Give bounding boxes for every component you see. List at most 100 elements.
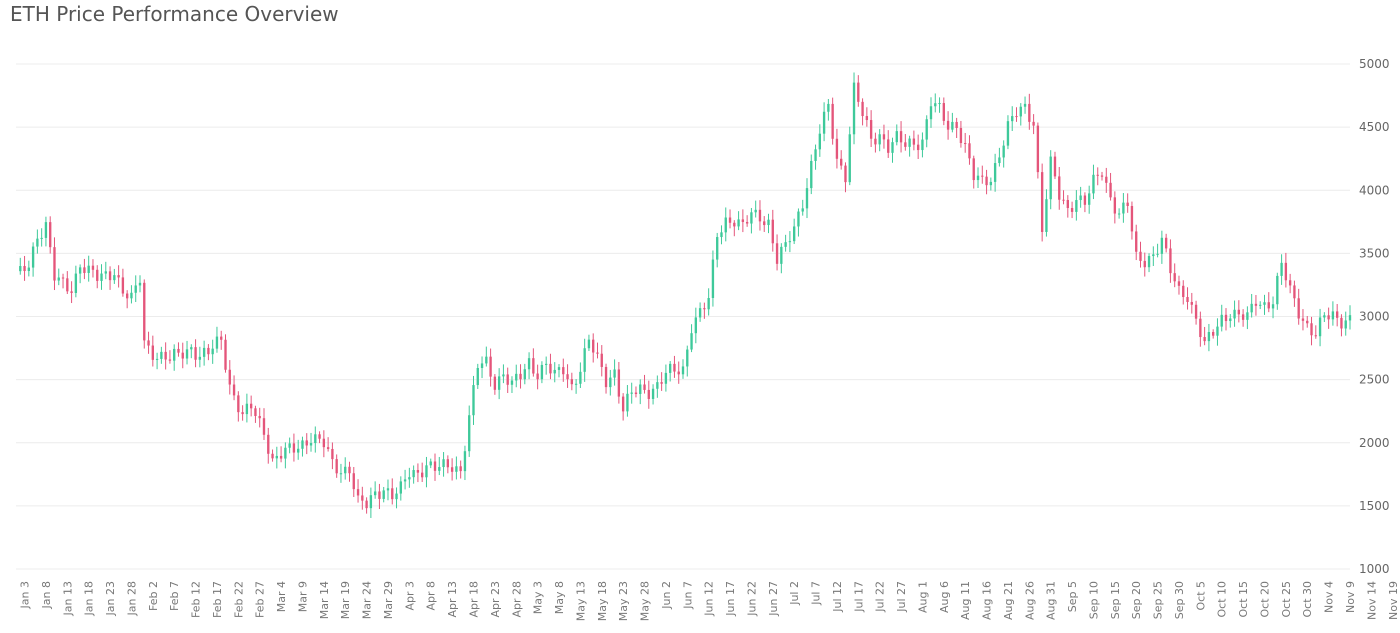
x-tick-label: Apr 8 <box>425 581 438 611</box>
candle-body <box>104 271 107 274</box>
candle-body <box>412 470 415 478</box>
candle-body <box>151 345 154 360</box>
candle-body <box>664 372 668 384</box>
candle-body <box>861 101 864 117</box>
candle-body <box>656 382 659 389</box>
x-tick-label: Nov 4 <box>1323 581 1336 613</box>
candle-body <box>1002 145 1005 158</box>
x-tick-label: Jan 23 <box>104 581 117 616</box>
candle-body <box>523 369 526 380</box>
candle-body <box>1019 106 1022 117</box>
candle-body <box>96 269 99 281</box>
candle-body <box>964 143 967 145</box>
candle-body <box>934 103 937 107</box>
candle-body <box>733 222 736 227</box>
candle-body <box>698 308 702 318</box>
candle-body <box>1233 309 1236 319</box>
candle-body <box>694 317 698 334</box>
x-tick-label: Mar 19 <box>339 581 352 619</box>
candle-body <box>1306 320 1309 324</box>
candle-body <box>267 434 270 454</box>
candle-body <box>1263 302 1266 305</box>
x-tick-label: May 23 <box>617 581 630 621</box>
candle-body <box>1036 125 1040 173</box>
candle-body <box>801 208 804 212</box>
candle-body <box>1254 303 1258 306</box>
candle-body <box>1323 315 1326 318</box>
candle-body <box>1160 237 1164 254</box>
x-tick-label: Jun 22 <box>745 581 758 617</box>
candle-body <box>1229 318 1232 322</box>
x-tick-label: Jan 13 <box>61 581 74 616</box>
candle-body <box>899 131 903 143</box>
candle-body <box>929 106 933 120</box>
candle-body <box>258 415 261 419</box>
candle-body <box>1105 176 1108 183</box>
x-tick-label: Aug 26 <box>1023 581 1036 620</box>
candle-body <box>318 434 321 439</box>
candle-body <box>344 466 347 474</box>
candle-body <box>53 247 56 281</box>
candle-body <box>912 138 916 145</box>
candle-body <box>1297 298 1300 319</box>
candle-body <box>865 116 869 121</box>
candle-body <box>857 82 860 102</box>
x-tick-label: Apr 3 <box>403 581 416 611</box>
candle-body <box>425 465 428 478</box>
candle-body <box>1130 206 1134 232</box>
candle-body <box>720 232 723 238</box>
candle-body <box>1348 315 1352 321</box>
candle-body <box>1318 317 1322 337</box>
x-tick-label: Jun 17 <box>724 581 737 617</box>
candle-body <box>942 103 945 121</box>
candle-body <box>493 376 497 390</box>
candle-body <box>848 134 851 183</box>
candle-body <box>369 495 373 509</box>
candle-body <box>673 363 676 372</box>
x-axis: Jan 3 Jan 8 Jan 13 Jan 18 Jan 23 Jan 28 Feb 2 F… <box>19 581 1400 621</box>
candle-body <box>348 466 351 474</box>
candle-body <box>916 144 920 151</box>
candle-body <box>31 246 35 268</box>
x-tick-label: Jul 17 <box>852 581 865 613</box>
candle-body <box>869 120 873 139</box>
candle-body <box>1216 326 1219 336</box>
candle-body <box>805 188 809 209</box>
x-tick-label: Oct 20 <box>1258 581 1271 618</box>
x-tick-label: Sep 30 <box>1173 581 1186 619</box>
candle-body <box>1113 197 1117 214</box>
candle-body <box>1045 199 1048 232</box>
candle-body <box>639 384 642 395</box>
candle-body <box>1126 202 1129 207</box>
x-tick-label: Sep 15 <box>1109 581 1122 619</box>
candle-body <box>874 138 877 145</box>
candle-body <box>767 219 770 226</box>
candle-body <box>981 175 984 177</box>
candles-group <box>19 72 1352 518</box>
x-tick-label: Feb 27 <box>254 581 267 618</box>
candle-body <box>1301 318 1305 321</box>
candle-body <box>724 217 727 233</box>
candle-body <box>775 243 779 264</box>
candle-body <box>703 308 706 310</box>
candle-body <box>1182 285 1185 298</box>
candle-body <box>301 440 304 449</box>
candle-body <box>814 149 817 161</box>
candle-body <box>527 358 531 370</box>
candle-body <box>737 219 740 227</box>
candle-body <box>1011 116 1014 122</box>
candle-body <box>1212 331 1215 336</box>
candle-body <box>1267 302 1270 309</box>
candle-body <box>895 131 898 143</box>
candle-body <box>87 265 90 273</box>
candle-body <box>44 222 48 238</box>
candle-body <box>771 219 774 244</box>
candle-body <box>596 352 599 354</box>
candle-body <box>908 138 911 147</box>
x-tick-label: May 3 <box>532 581 545 614</box>
y-tick-label: 4500 <box>1359 120 1390 134</box>
candle-body <box>472 385 475 416</box>
candle-body <box>925 119 928 140</box>
candle-body <box>224 339 227 370</box>
